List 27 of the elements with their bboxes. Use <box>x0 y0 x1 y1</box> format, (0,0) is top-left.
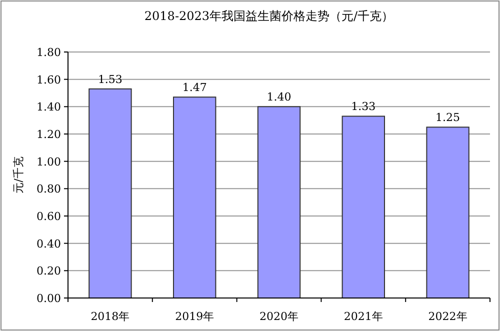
bar <box>173 96 216 298</box>
y-tick-label: 0.20 <box>36 264 61 278</box>
x-tick-label: 2019年 <box>175 310 214 323</box>
y-tick-label: 1.80 <box>36 46 61 59</box>
data-label: 1.53 <box>98 72 122 86</box>
data-label: 1.40 <box>266 90 292 104</box>
x-tick-label: 2022年 <box>428 310 468 323</box>
y-tick-label: 0.00 <box>36 292 61 305</box>
chart-title: 2018-2023年我国益生菌价格走势（元/千克） <box>144 9 394 23</box>
y-tick-label: 0.60 <box>36 210 61 223</box>
x-tick-label: 2021年 <box>344 310 383 323</box>
y-tick-label: 1.40 <box>36 100 61 114</box>
y-tick-label: 1.00 <box>36 155 61 168</box>
bar <box>342 116 385 298</box>
data-label: 1.25 <box>436 111 460 124</box>
data-label: 1.47 <box>182 81 207 94</box>
y-tick-label: 0.80 <box>36 182 61 196</box>
data-label: 1.33 <box>351 100 376 114</box>
y-tick-label: 0.40 <box>36 237 61 250</box>
y-tick-label: 1.20 <box>36 128 61 141</box>
bar <box>257 106 301 298</box>
y-tick-label: 1.60 <box>36 73 61 86</box>
x-tick-label: 2020年 <box>260 310 298 323</box>
y-axis-title: 元/千克 <box>12 156 25 194</box>
x-tick-label: 2018年 <box>90 310 130 323</box>
bar <box>88 88 132 298</box>
bar <box>426 126 470 298</box>
